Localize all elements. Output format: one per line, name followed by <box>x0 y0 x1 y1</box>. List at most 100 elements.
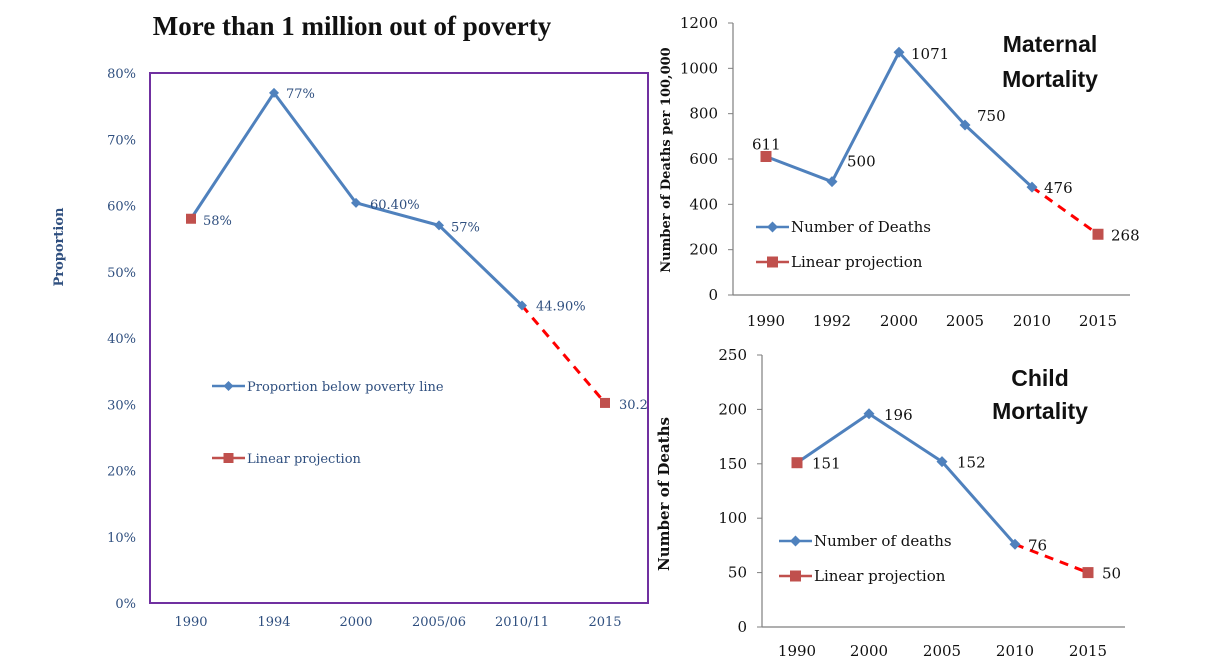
marker-main-point <box>863 408 875 420</box>
y-tick-label: 400 <box>689 195 718 213</box>
legend-item: Number of Deaths <box>756 218 931 236</box>
y-axis-label: Number of Deaths <box>655 417 673 571</box>
legend-label: Number of deaths <box>814 532 952 550</box>
x-tick-label: 2005/06 <box>412 615 466 630</box>
series-line-projection <box>1031 185 1099 236</box>
data-label: 196 <box>884 406 913 424</box>
chart-title: Child <box>1011 365 1069 391</box>
legend-marker <box>790 570 801 582</box>
marker-main-point <box>959 119 971 131</box>
y-tick-label: 600 <box>689 150 718 168</box>
data-label: 50 <box>1102 565 1121 583</box>
legend-marker <box>767 221 778 233</box>
x-tick-label: 2010/11 <box>495 615 549 630</box>
marker-projection-point <box>1082 567 1094 579</box>
y-tick-label: 70% <box>107 133 136 148</box>
x-tick-label: 2000 <box>850 642 888 660</box>
x-tick-label: 1990 <box>778 642 816 660</box>
marker-main-point <box>269 87 279 98</box>
x-tick-label: 2010 <box>996 642 1034 660</box>
y-tick-label: 40% <box>107 332 136 347</box>
data-label: 77% <box>286 87 315 102</box>
x-tick-label: 2005 <box>923 642 961 660</box>
series-line-main <box>796 412 1017 546</box>
legend-label: Linear projection <box>814 567 946 585</box>
chart-title: More than 1 million out of poverty <box>153 11 552 41</box>
marker-projection-point <box>186 213 196 224</box>
x-tick-label: 1992 <box>813 312 851 330</box>
y-tick-label: 30% <box>107 398 136 413</box>
x-tick-label: 2000 <box>880 312 918 330</box>
y-tick-label: 150 <box>718 455 747 473</box>
x-tick-label: 2015 <box>588 615 621 630</box>
chart-1: More than 1 million out of poverty 0% 10% 2… <box>52 11 669 630</box>
data-label: 57% <box>451 220 480 235</box>
y-tick-label: 100 <box>718 509 747 527</box>
legend-label: Linear projection <box>247 452 362 467</box>
data-label: 60.40% <box>370 198 420 213</box>
x-tick-label: 1990 <box>174 615 207 630</box>
marker-main-point <box>826 176 838 188</box>
legend-label: Linear projection <box>791 253 923 271</box>
y-tick-label: 50% <box>107 266 136 281</box>
data-label: 476 <box>1044 179 1073 197</box>
chart-title: Mortality <box>1002 66 1098 92</box>
data-label: 1071 <box>911 45 949 63</box>
legend-marker <box>790 535 801 547</box>
marker-projection-point <box>600 397 610 408</box>
x-tick-label: 2015 <box>1079 312 1117 330</box>
legend-marker <box>767 256 778 268</box>
y-tick-label: 0 <box>708 286 718 304</box>
marker-main-point <box>351 197 361 208</box>
data-label: 44.90% <box>536 300 586 315</box>
data-label: 750 <box>977 107 1006 125</box>
chart-3: Child Mortality 0 50 100 150 200 250 1990 2000 200… <box>655 346 1125 660</box>
legend-item: Linear projection <box>779 567 946 585</box>
chart-title: Maternal <box>1003 31 1098 57</box>
y-tick-label: 0 <box>737 618 747 636</box>
y-tick-label: 250 <box>718 346 747 364</box>
marker-projection-point <box>1092 228 1104 240</box>
series-line-projection <box>520 304 607 404</box>
data-label: 268 <box>1111 226 1140 244</box>
x-tick-label: 1994 <box>257 615 290 630</box>
legend-item: Number of deaths <box>779 532 952 550</box>
data-label: 58% <box>203 214 232 229</box>
data-label: 611 <box>752 136 781 154</box>
series-line-projection <box>1014 542 1089 574</box>
marker-projection-point <box>760 151 772 163</box>
legend-marker <box>223 381 234 391</box>
data-label: 151 <box>812 455 841 473</box>
y-tick-label: 0% <box>115 597 136 612</box>
data-label: 500 <box>847 153 876 171</box>
y-tick-label: 1200 <box>680 14 718 32</box>
x-tick-label: 1990 <box>747 312 785 330</box>
y-tick-label: 200 <box>689 241 718 259</box>
y-tick-label: 10% <box>107 531 136 546</box>
y-tick-label: 20% <box>107 465 136 480</box>
y-tick-label: 200 <box>718 400 747 418</box>
legend-item: Linear projection <box>212 452 362 467</box>
chart-title: Mortality <box>992 398 1088 424</box>
legend-marker <box>223 453 234 463</box>
y-tick-label: 1000 <box>680 59 718 77</box>
data-label: 76 <box>1028 536 1047 554</box>
legend-item: Proportion below poverty line <box>212 380 444 395</box>
x-tick-label: 2000 <box>339 615 372 630</box>
legend-item: Linear projection <box>756 253 923 271</box>
x-tick-label: 2015 <box>1069 642 1107 660</box>
marker-projection-point <box>791 457 803 469</box>
data-label: 152 <box>957 454 986 472</box>
marker-main-point <box>1009 538 1021 550</box>
y-tick-label: 80% <box>107 67 136 82</box>
y-tick-label: 800 <box>689 105 718 123</box>
chart-2: Maternal Mortality 0 200 400 600 800 1000 1200 19… <box>659 14 1140 330</box>
data-label: 30.20% <box>619 398 669 413</box>
marker-main-point <box>517 300 527 311</box>
legend-label: Number of Deaths <box>791 218 931 236</box>
y-axis-label: Number of Deaths per 100,000 <box>659 47 674 272</box>
plot-frame <box>149 72 649 604</box>
marker-main-point <box>434 220 444 231</box>
legend-label: Proportion below poverty line <box>247 380 444 395</box>
